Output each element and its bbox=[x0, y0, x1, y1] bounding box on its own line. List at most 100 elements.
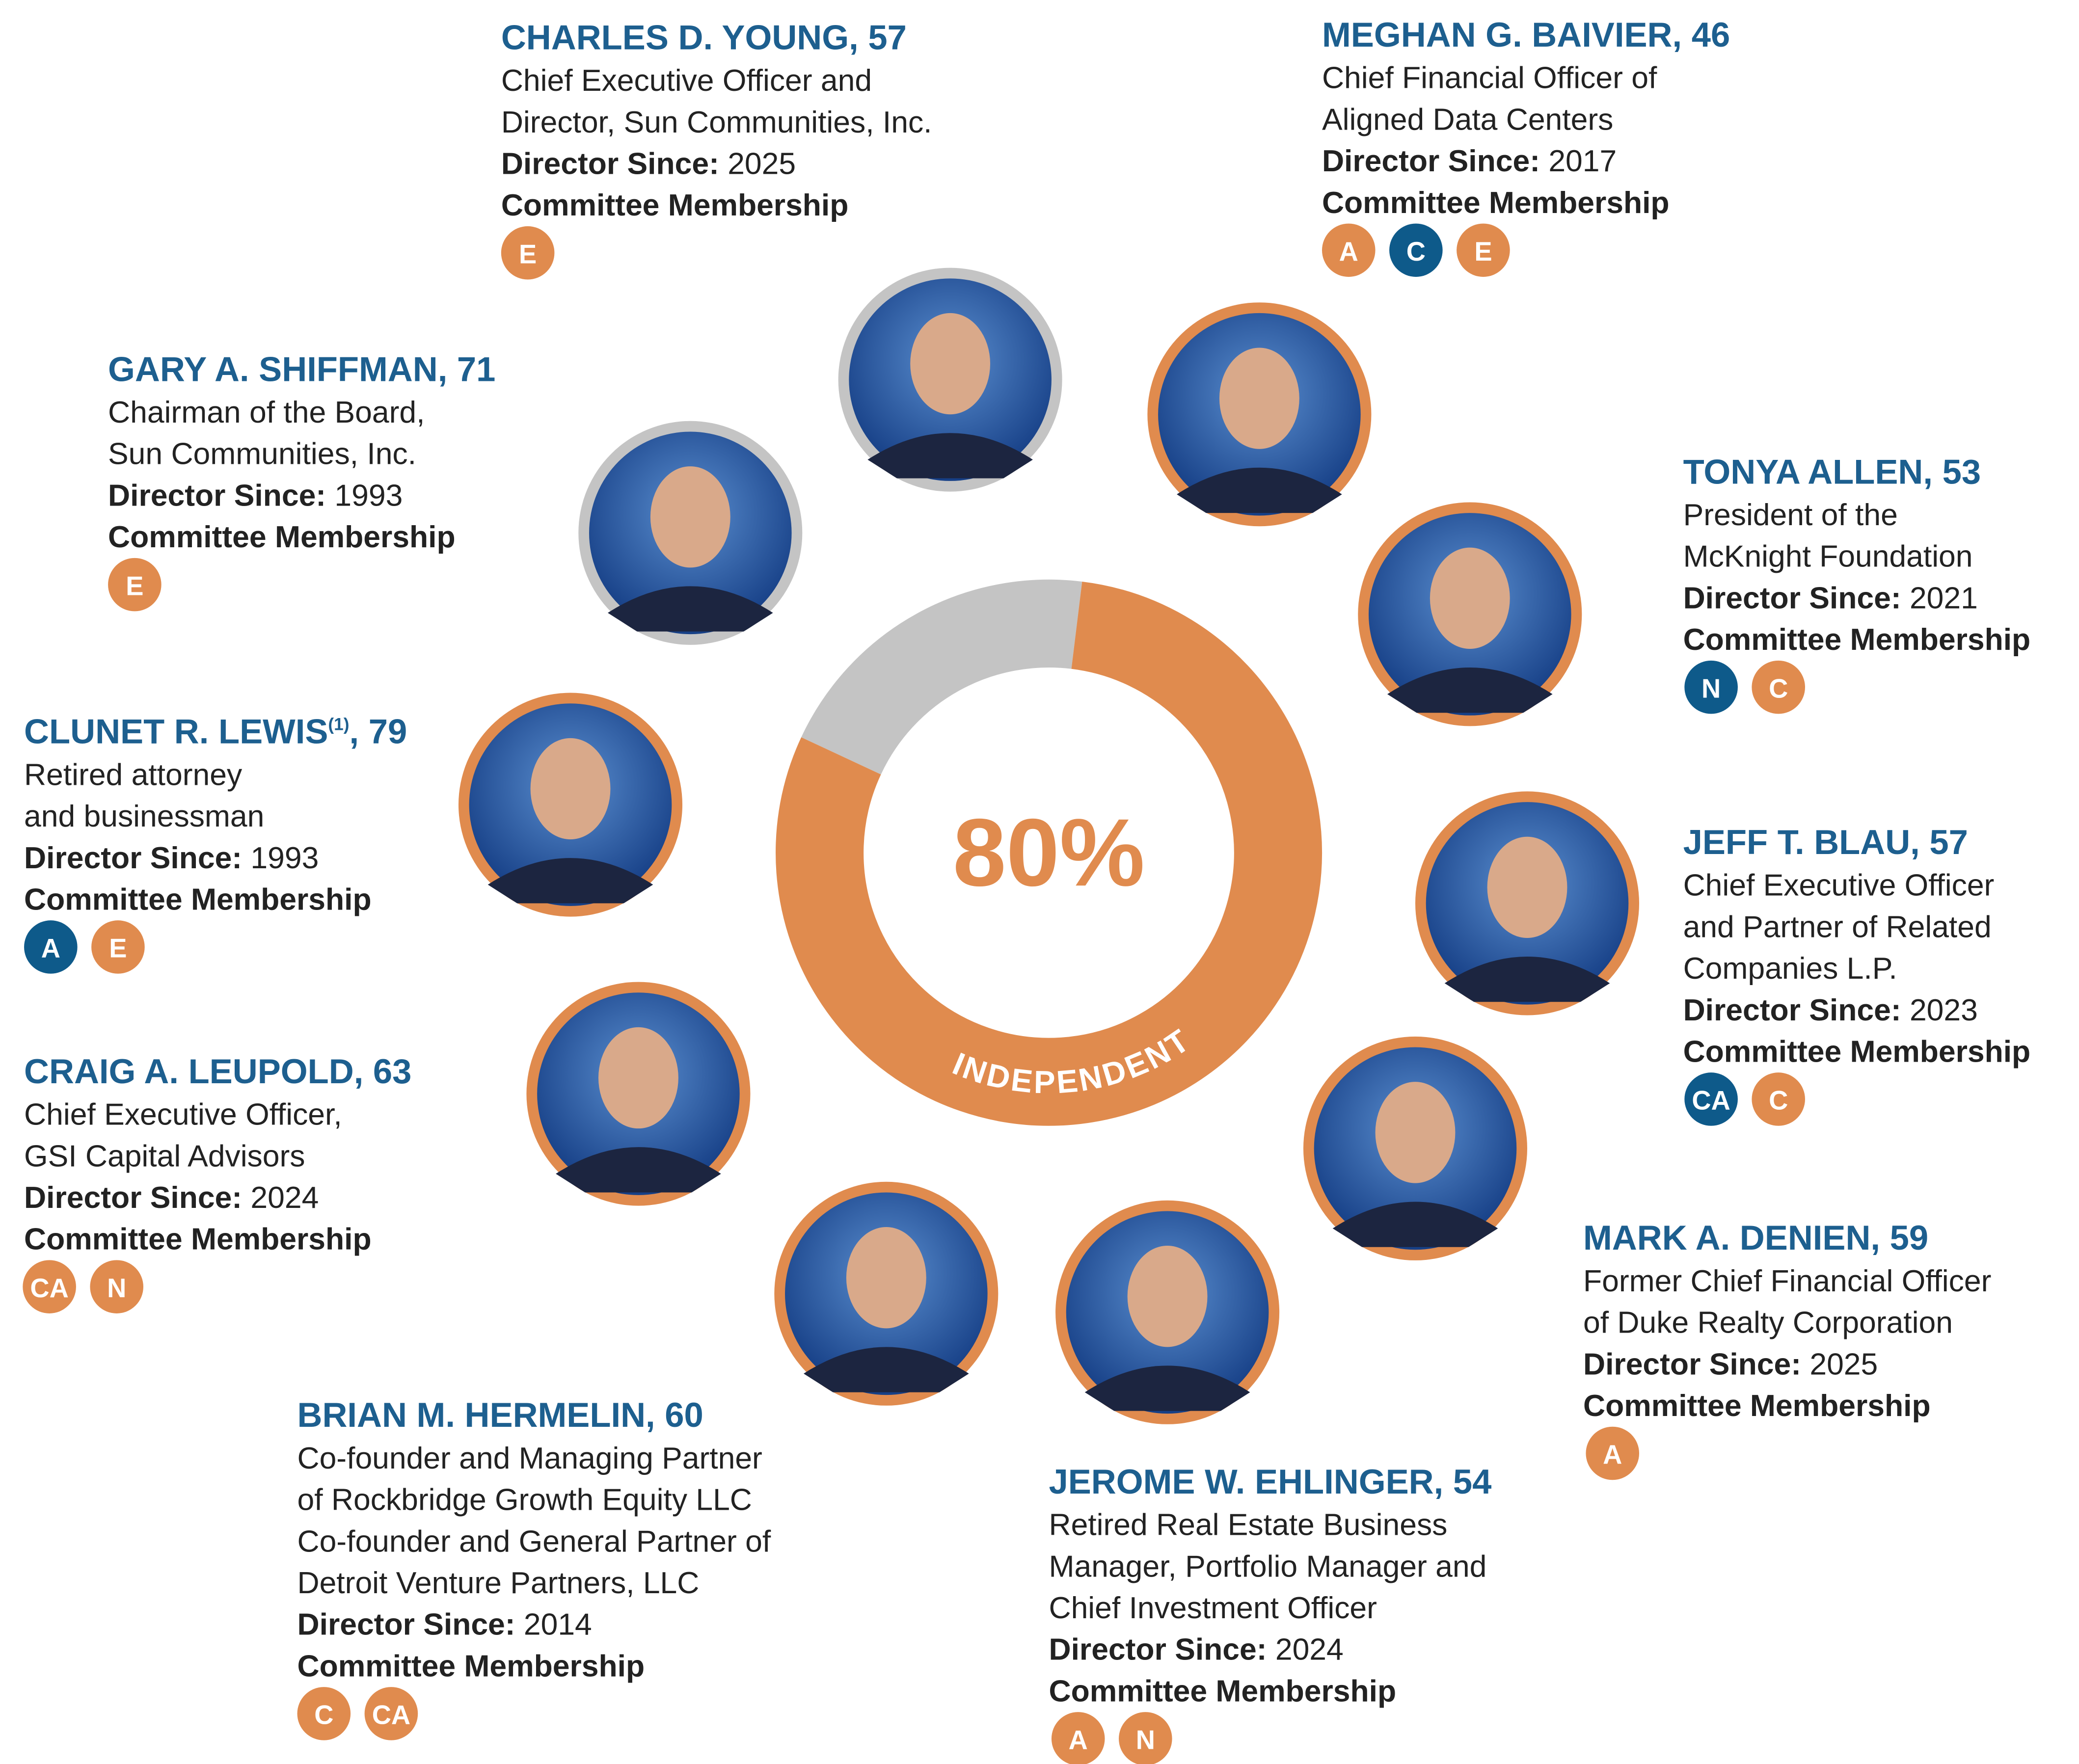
photo-head bbox=[1219, 347, 1299, 449]
committee-label: Committee Membership bbox=[108, 520, 456, 554]
photo-head bbox=[910, 313, 991, 415]
committee-label: Committee Membership bbox=[501, 188, 849, 222]
photo-body bbox=[1332, 1202, 1498, 1247]
director-name: MEGHAN G. BAIVIER, 46 bbox=[1322, 15, 1730, 54]
director-title: and businessman bbox=[24, 799, 264, 833]
committee-badge bbox=[90, 1260, 143, 1313]
photo-body bbox=[1084, 1365, 1250, 1411]
director-title: of Duke Realty Corporation bbox=[1583, 1306, 1953, 1340]
name: MEGHAN G. BAIVIER, 46 bbox=[1322, 15, 1730, 54]
committee-badge bbox=[24, 920, 78, 974]
committee-code: CA bbox=[30, 1273, 68, 1303]
director-title: Chief Investment Officer bbox=[1049, 1591, 1377, 1625]
since-label: Director Since: bbox=[1583, 1347, 1801, 1381]
since-label: Director Since: bbox=[1322, 144, 1540, 178]
director-title: Director, Sun Communities, Inc. bbox=[501, 105, 932, 139]
director-title: Co-founder and Managing Partner bbox=[297, 1441, 762, 1475]
director-name: MARK A. DENIEN, 59 bbox=[1583, 1218, 1928, 1257]
committee-badge bbox=[297, 1687, 351, 1740]
donut-other bbox=[801, 579, 1082, 775]
committee-code: A bbox=[1339, 237, 1358, 267]
committee-badge bbox=[91, 920, 145, 974]
director-since: Director Since: 2023 bbox=[1683, 993, 1978, 1027]
photo-body bbox=[1177, 467, 1342, 513]
name: CHARLES D. YOUNG, 57 bbox=[501, 18, 907, 56]
since-label: Director Since: bbox=[1049, 1632, 1267, 1667]
photo-head bbox=[1487, 836, 1567, 938]
director-name: JEFF T. BLAU, 57 bbox=[1683, 823, 1968, 861]
director-title: GSI Capital Advisors bbox=[24, 1139, 305, 1173]
photo-head bbox=[650, 466, 730, 568]
director-title: McKnight Foundation bbox=[1683, 539, 1973, 574]
committee-label: Committee Membership bbox=[1322, 186, 1670, 220]
donut-percent: 80% bbox=[953, 799, 1145, 906]
director-title: Detroit Venture Partners, LLC bbox=[297, 1566, 700, 1600]
name-end: , 79 bbox=[350, 712, 407, 751]
since-year: 2023 bbox=[1910, 993, 1978, 1027]
committee-badge bbox=[1389, 223, 1443, 277]
director-since: Director Since: 1993 bbox=[108, 478, 403, 512]
name: JEFF T. BLAU, 57 bbox=[1683, 823, 1968, 861]
committee-badge bbox=[501, 226, 555, 280]
director-title: Manager, Portfolio Manager and bbox=[1049, 1549, 1487, 1583]
committee-code: N bbox=[107, 1273, 126, 1303]
committee-code: N bbox=[1136, 1725, 1155, 1755]
photo-body bbox=[608, 586, 773, 632]
committee-badge bbox=[364, 1687, 418, 1740]
photo-body bbox=[867, 433, 1033, 479]
committee-code: N bbox=[1701, 673, 1721, 703]
director-title: of Rockbridge Growth Equity LLC bbox=[297, 1483, 752, 1517]
committee-code: E bbox=[126, 571, 143, 601]
director-since: Director Since: 2024 bbox=[24, 1180, 319, 1215]
committee-label: Committee Membership bbox=[24, 1222, 372, 1256]
photo-head bbox=[1430, 547, 1510, 649]
director-title: Companies L.P. bbox=[1683, 951, 1897, 986]
committee-code: CA bbox=[1692, 1086, 1730, 1116]
director-name: TONYA ALLEN, 53 bbox=[1683, 452, 1981, 491]
director-title: Chief Executive Officer and bbox=[501, 63, 872, 98]
director-since: Director Since: 2025 bbox=[1583, 1347, 1878, 1381]
committee-label: Committee Membership bbox=[24, 882, 372, 916]
name: TONYA ALLEN, 53 bbox=[1683, 452, 1981, 491]
committee-code: E bbox=[109, 934, 127, 963]
since-year: 2024 bbox=[1275, 1632, 1344, 1667]
director-name: CLUNET R. LEWIS(1), 79 bbox=[24, 712, 407, 751]
director-title: and Partner of Related bbox=[1683, 909, 1992, 944]
committee-badge bbox=[1752, 1072, 1805, 1126]
committee-label: Committee Membership bbox=[1683, 622, 2031, 657]
director-title: Chairman of the Board, bbox=[108, 395, 425, 429]
committee-badge bbox=[1119, 1712, 1172, 1764]
committee-code: C bbox=[1769, 1086, 1788, 1116]
name: BRIAN M. HERMELIN, 60 bbox=[297, 1395, 703, 1434]
committee-code: A bbox=[1603, 1440, 1622, 1470]
since-label: Director Since: bbox=[108, 478, 326, 512]
committee-code: E bbox=[519, 239, 537, 269]
director-since: Director Since: 1993 bbox=[24, 841, 319, 875]
director-since: Director Since: 2024 bbox=[1049, 1632, 1344, 1667]
committee-code: C bbox=[1769, 673, 1788, 703]
since-label: Director Since: bbox=[501, 147, 719, 181]
committee-label: Committee Membership bbox=[297, 1649, 645, 1683]
donut-independent bbox=[776, 581, 1322, 1126]
since-year: 2024 bbox=[250, 1180, 319, 1215]
since-label: Director Since: bbox=[1683, 993, 1901, 1027]
name: CLUNET R. LEWIS bbox=[24, 712, 328, 751]
director-title: Chief Financial Officer of bbox=[1322, 61, 1657, 95]
director-title: Retired attorney bbox=[24, 757, 243, 792]
committee-badge bbox=[1684, 660, 1738, 714]
director-since: Director Since: 2014 bbox=[297, 1607, 592, 1642]
committee-badge bbox=[1051, 1712, 1105, 1764]
committee-label: Committee Membership bbox=[1683, 1034, 2031, 1069]
name: CRAIG A. LEUPOLD, 63 bbox=[24, 1052, 411, 1091]
photo-head bbox=[1375, 1082, 1456, 1183]
committee-code: A bbox=[41, 934, 60, 963]
since-label: Director Since: bbox=[1683, 581, 1901, 615]
director-title: Chief Executive Officer bbox=[1683, 868, 1995, 903]
director-title: President of the bbox=[1683, 498, 1898, 532]
committee-badge bbox=[1322, 223, 1376, 277]
committee-badge bbox=[23, 1260, 76, 1313]
committee-badge bbox=[1457, 223, 1510, 277]
photo-body bbox=[487, 858, 653, 904]
